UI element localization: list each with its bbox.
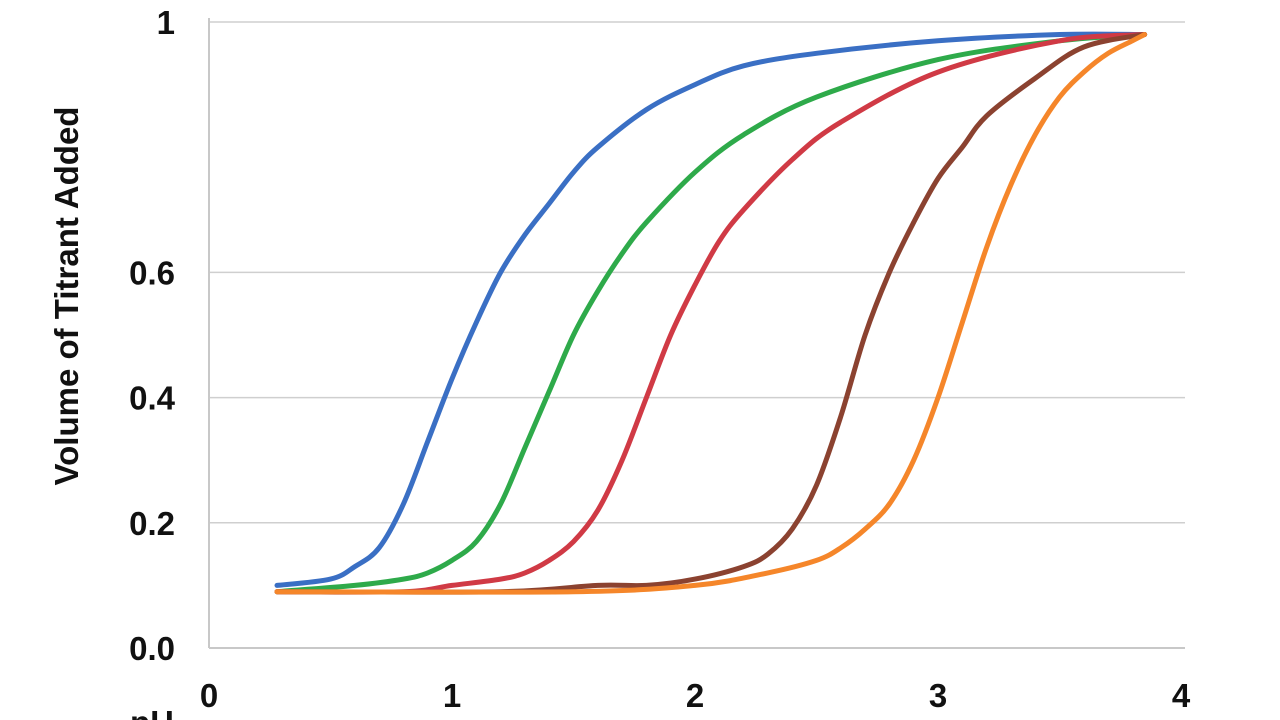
- y-tick-label-3: 0.6: [129, 254, 175, 291]
- y-tick-label-1: 0.2: [129, 505, 175, 542]
- series-line-4: [274, 32, 1148, 595]
- series-line-0: [274, 31, 1148, 588]
- tick-labels: 0.0 0.2 0.4 0.6 1 0 1 2 3 4: [129, 4, 1191, 714]
- x-tick-label-2: 2: [686, 677, 704, 714]
- series-line-3: [274, 32, 1148, 595]
- x-tick-label-1: 1: [443, 677, 461, 714]
- axes: [208, 18, 1185, 649]
- x-tick-label-0: 0: [200, 677, 218, 714]
- series-lines: [274, 31, 1148, 595]
- series-line-1: [274, 32, 1148, 595]
- y-tick-label-2: 0.4: [129, 380, 176, 417]
- gridlines: [209, 21, 1185, 524]
- x-tick-label-3: 3: [929, 677, 947, 714]
- x-tick-label-4: 4: [1172, 677, 1191, 714]
- x-axis-title: pH: [130, 704, 174, 720]
- series-line-2: [274, 32, 1148, 595]
- y-tick-label-4: 1: [157, 4, 175, 41]
- y-axis-title: Volume of Titrant Added: [48, 107, 85, 486]
- y-tick-label-0: 0.0: [129, 630, 175, 667]
